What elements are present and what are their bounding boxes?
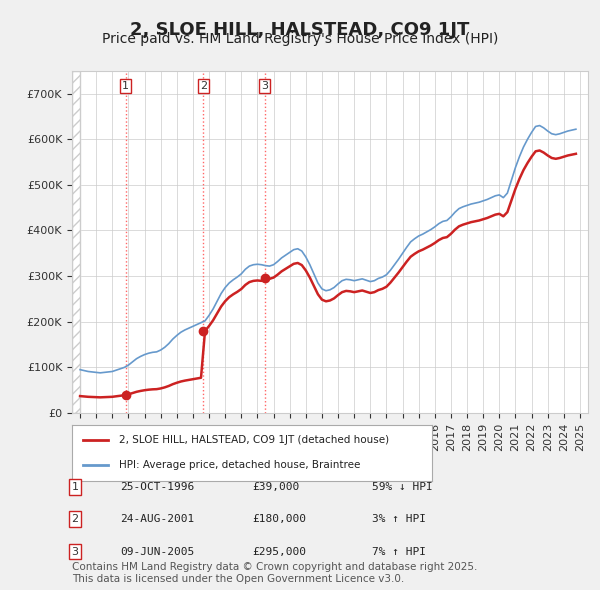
Text: £180,000: £180,000 [252, 514, 306, 524]
Text: £295,000: £295,000 [252, 547, 306, 556]
Text: 59% ↓ HPI: 59% ↓ HPI [372, 482, 433, 491]
Text: 2, SLOE HILL, HALSTEAD, CO9 1JT (detached house): 2, SLOE HILL, HALSTEAD, CO9 1JT (detache… [119, 435, 389, 445]
Text: 3% ↑ HPI: 3% ↑ HPI [372, 514, 426, 524]
Text: Contains HM Land Registry data © Crown copyright and database right 2025.
This d: Contains HM Land Registry data © Crown c… [72, 562, 478, 584]
Text: 2, SLOE HILL, HALSTEAD, CO9 1JT: 2, SLOE HILL, HALSTEAD, CO9 1JT [130, 21, 470, 39]
Text: 09-JUN-2005: 09-JUN-2005 [120, 547, 194, 556]
Text: 1: 1 [71, 482, 79, 491]
Text: 1: 1 [122, 81, 129, 91]
Text: 25-OCT-1996: 25-OCT-1996 [120, 482, 194, 491]
Text: 2: 2 [71, 514, 79, 524]
Text: £39,000: £39,000 [252, 482, 299, 491]
Text: 2: 2 [200, 81, 207, 91]
Text: 24-AUG-2001: 24-AUG-2001 [120, 514, 194, 524]
Text: 3: 3 [261, 81, 268, 91]
Text: 3: 3 [71, 547, 79, 556]
Text: 7% ↑ HPI: 7% ↑ HPI [372, 547, 426, 556]
Bar [72, 71, 80, 413]
Text: Price paid vs. HM Land Registry's House Price Index (HPI): Price paid vs. HM Land Registry's House … [102, 32, 498, 47]
Text: HPI: Average price, detached house, Braintree: HPI: Average price, detached house, Brai… [119, 460, 360, 470]
